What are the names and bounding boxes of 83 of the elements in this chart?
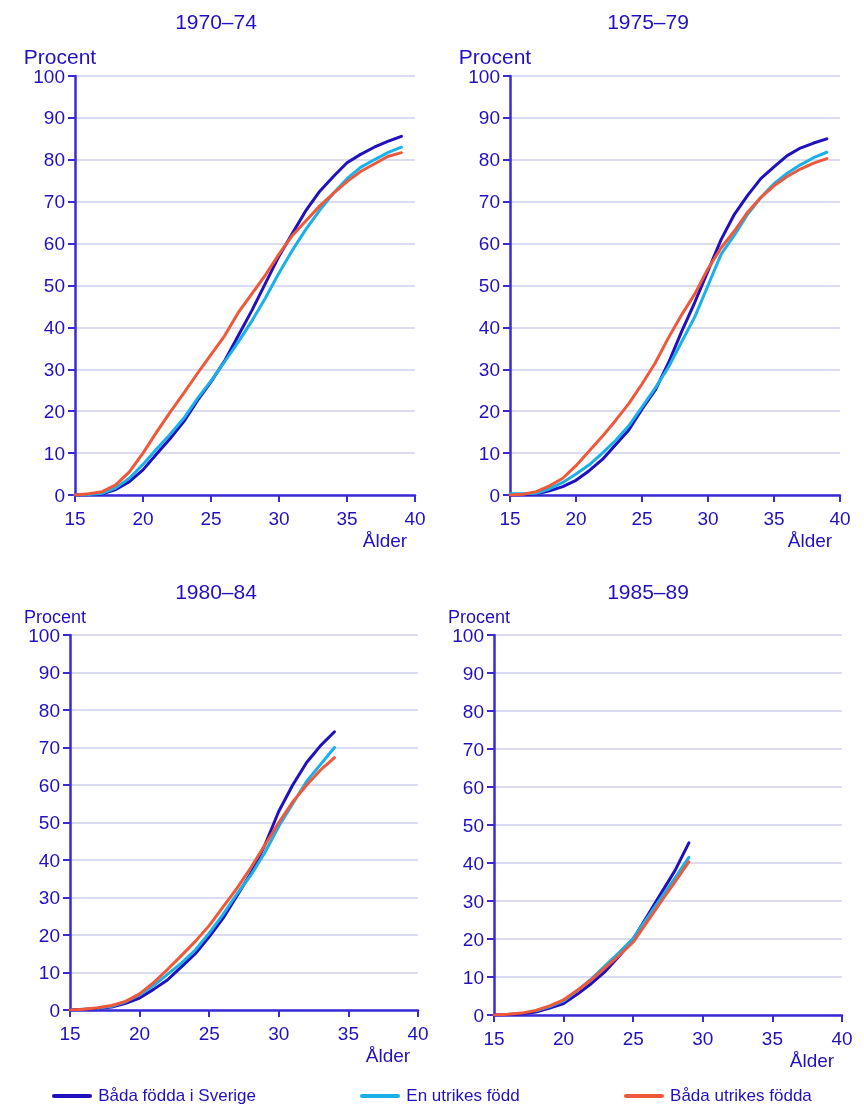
y-tick-label: 10 [462,966,484,988]
chart-title: 1985–89 [607,580,689,603]
y-tick-label: 30 [38,887,60,908]
x-axis-title: Ålder [365,1045,411,1066]
y-tick-label: 100 [452,624,484,646]
x-tick-label: 40 [829,508,851,529]
x-tick-label: 40 [407,1023,429,1044]
y-tick-label: 0 [49,999,60,1021]
x-axis-title: Ålder [362,530,408,551]
y-tick-label: 20 [38,924,60,946]
x-tick-label: 35 [336,508,358,529]
x-tick-label: 35 [763,508,785,529]
y-tick-label: 20 [43,400,65,422]
x-tick-label: 25 [200,508,222,529]
y-tick-label: 70 [478,191,500,213]
legend-label: Båda utrikes födda [670,1086,812,1106]
x-tick-label: 40 [404,508,426,529]
y-tick-label: 100 [468,65,500,87]
legend-label: Båda födda i Sverige [98,1086,256,1106]
y-tick-label: 30 [43,358,65,380]
y-tick-label: 50 [462,814,484,836]
y-tick-label: 30 [462,890,484,912]
x-tick-label: 15 [59,1023,81,1044]
y-tick-label: 10 [43,442,65,464]
y-axis-title: Procent [447,606,511,627]
x-tick-label: 25 [198,1023,220,1044]
y-tick-label: 0 [473,1004,484,1026]
x-tick-label: 20 [553,1028,575,1049]
y-tick-label: 10 [38,962,60,983]
y-tick-label: 40 [43,316,65,338]
chart-title: 1980–84 [175,580,258,603]
x-axis-title: Ålder [789,1050,835,1071]
y-tick-label: 60 [43,233,65,255]
y-tick-label: 30 [478,358,500,380]
x-tick-label: 25 [622,1028,644,1049]
y-tick-label: 40 [478,316,500,338]
x-tick-label: 15 [483,1028,505,1049]
y-tick-label: 40 [462,852,484,874]
y-tick-label: 80 [478,149,500,171]
y-tick-label: 70 [38,737,60,758]
y-tick-label: 100 [28,624,60,646]
y-tick-label: 10 [478,442,500,464]
chart-title: 1970–74 [175,10,258,33]
y-tick-label: 90 [478,107,500,129]
x-tick-label: 35 [761,1028,783,1049]
y-tick-label: 20 [462,928,484,950]
x-tick-label: 15 [499,508,521,529]
y-tick-label: 90 [43,107,65,129]
y-tick-label: 100 [33,65,65,87]
x-tick-label: 35 [337,1023,359,1044]
y-tick-label: 60 [38,774,60,796]
y-tick-label: 80 [38,699,60,721]
y-tick-label: 70 [462,738,484,760]
x-tick-label: 30 [697,508,719,529]
y-axis-title: Procent [458,44,532,68]
x-tick-label: 20 [565,508,587,529]
x-tick-label: 30 [268,1023,290,1044]
x-tick-label: 40 [831,1028,853,1049]
y-tick-label: 80 [462,700,484,722]
y-tick-label: 90 [462,662,484,684]
x-axis-title: Ålder [787,530,833,551]
y-axis-title: Procent [23,606,87,627]
y-tick-label: 90 [38,662,60,683]
y-tick-label: 50 [38,812,60,833]
x-tick-label: 30 [268,508,290,529]
y-axis-title: Procent [23,44,97,68]
x-tick-label: 15 [64,508,86,529]
legend-label: En utrikes född [406,1086,520,1106]
chart-title: 1975–79 [607,10,689,33]
y-tick-label: 40 [38,849,60,871]
y-tick-label: 50 [43,275,65,296]
x-tick-label: 20 [129,1023,151,1044]
x-tick-label: 25 [631,508,653,529]
y-tick-label: 20 [478,400,500,422]
y-tick-label: 70 [43,191,65,213]
y-tick-label: 0 [489,484,500,506]
x-tick-label: 20 [132,508,154,529]
y-tick-label: 0 [54,484,65,506]
y-tick-label: 80 [43,149,65,171]
y-tick-label: 60 [478,233,500,255]
y-tick-label: 50 [478,275,500,296]
y-tick-label: 60 [462,776,484,798]
x-tick-label: 30 [692,1028,714,1049]
